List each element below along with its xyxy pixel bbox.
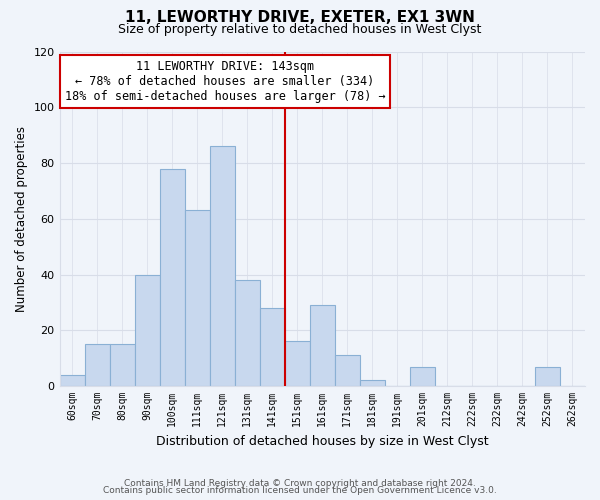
Text: 11, LEWORTHY DRIVE, EXETER, EX1 3WN: 11, LEWORTHY DRIVE, EXETER, EX1 3WN <box>125 10 475 25</box>
Bar <box>85 344 110 386</box>
Bar <box>235 280 260 386</box>
X-axis label: Distribution of detached houses by size in West Clyst: Distribution of detached houses by size … <box>156 434 488 448</box>
Bar <box>360 380 385 386</box>
Bar <box>410 366 435 386</box>
Bar <box>185 210 209 386</box>
Text: Size of property relative to detached houses in West Clyst: Size of property relative to detached ho… <box>118 22 482 36</box>
Bar <box>134 274 160 386</box>
Bar <box>160 168 185 386</box>
Bar <box>310 305 335 386</box>
Bar <box>59 375 85 386</box>
Text: 11 LEWORTHY DRIVE: 143sqm
← 78% of detached houses are smaller (334)
18% of semi: 11 LEWORTHY DRIVE: 143sqm ← 78% of detac… <box>65 60 385 103</box>
Text: Contains public sector information licensed under the Open Government Licence v3: Contains public sector information licen… <box>103 486 497 495</box>
Bar <box>335 356 360 386</box>
Bar <box>209 146 235 386</box>
Text: Contains HM Land Registry data © Crown copyright and database right 2024.: Contains HM Land Registry data © Crown c… <box>124 478 476 488</box>
Bar <box>285 342 310 386</box>
Bar <box>535 366 560 386</box>
Bar <box>260 308 285 386</box>
Bar <box>110 344 134 386</box>
Y-axis label: Number of detached properties: Number of detached properties <box>15 126 28 312</box>
